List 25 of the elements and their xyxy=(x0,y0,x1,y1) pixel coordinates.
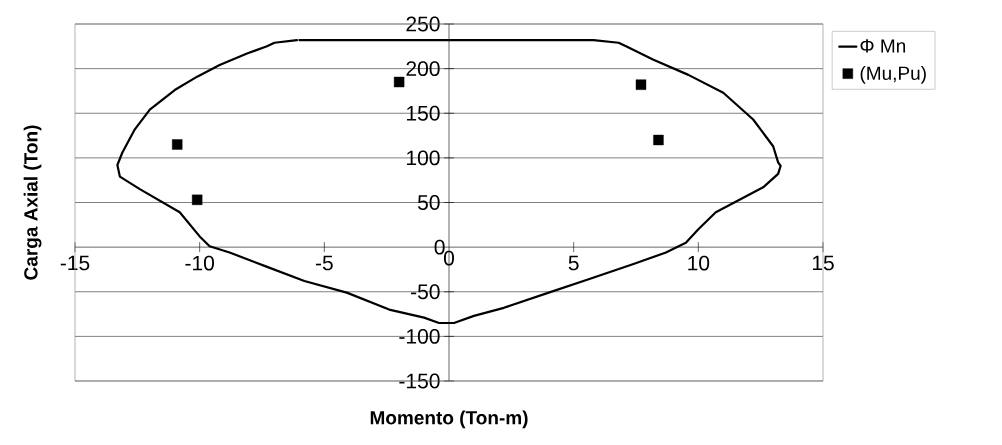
y-tick-label: 50 xyxy=(417,195,440,210)
y-tick-label: 200 xyxy=(406,61,440,77)
x-axis-title: Momento (Ton-m) xyxy=(370,410,528,429)
legend-label: (Mu,Pu) xyxy=(860,66,926,84)
y-tick-label: -100 xyxy=(399,328,440,344)
x-tick-label: 10 xyxy=(688,255,710,271)
y-tick-label: -150 xyxy=(399,373,440,389)
y-tick-label: 0 xyxy=(434,239,445,255)
x-tick-label: 0 xyxy=(443,250,455,266)
x-tick-label: -10 xyxy=(185,255,215,271)
legend-label: Φ Mn xyxy=(860,39,906,53)
point xyxy=(393,76,405,88)
point xyxy=(191,194,203,206)
y-tick-label: 250 xyxy=(406,16,440,32)
x-tick-label: 5 xyxy=(568,255,579,271)
point xyxy=(635,79,647,90)
y-axis-title: Carga Axial (Ton) xyxy=(23,125,42,280)
x-tick-label: 15 xyxy=(812,255,834,271)
point xyxy=(172,139,183,150)
x-tick-label: -5 xyxy=(315,255,333,271)
x-tick-label: -15 xyxy=(60,255,90,271)
point xyxy=(653,134,664,146)
y-tick-label: 100 xyxy=(407,150,440,166)
y-tick-label: -50 xyxy=(411,284,440,300)
y-tick-label: 150 xyxy=(407,105,440,121)
